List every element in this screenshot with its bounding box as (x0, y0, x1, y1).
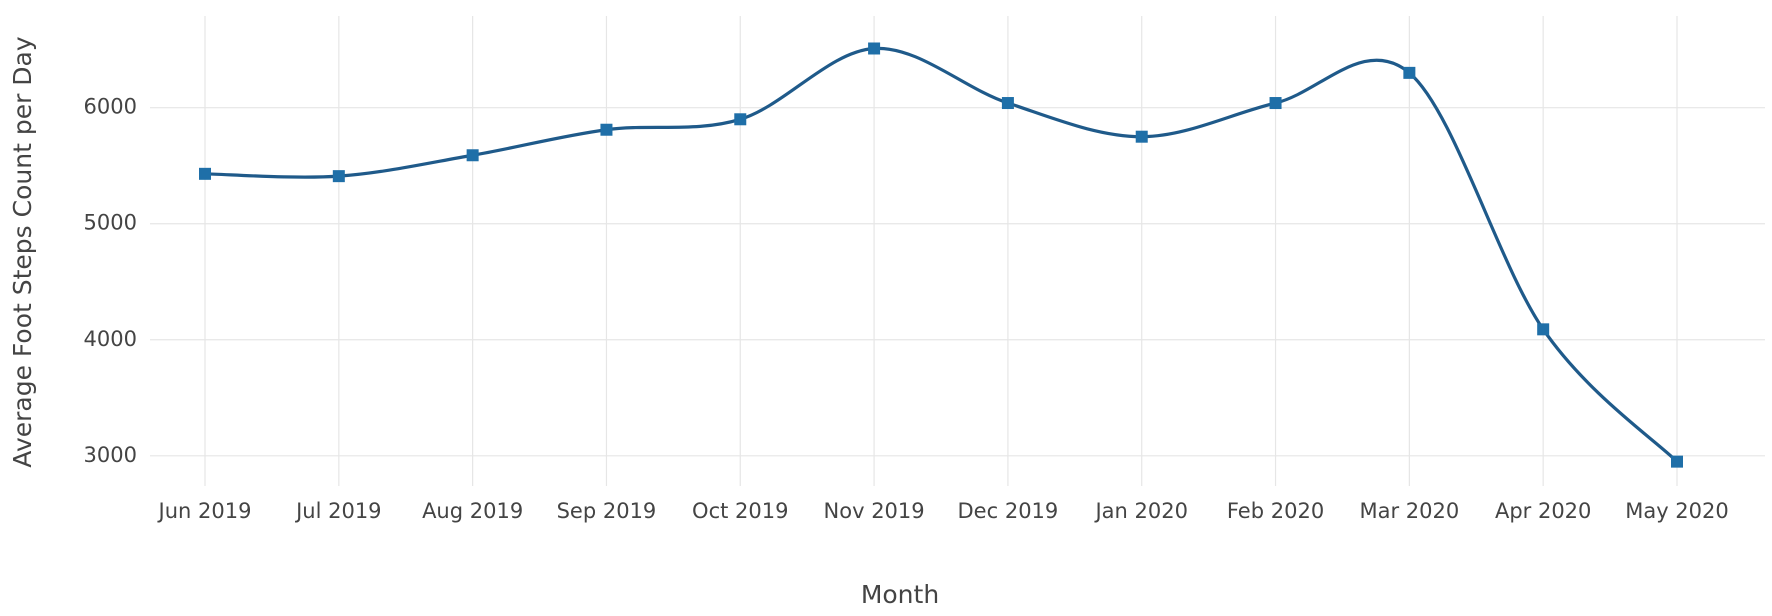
x-tick-label: Mar 2020 (1359, 499, 1459, 523)
x-tick-label: Sep 2019 (557, 499, 657, 523)
x-tick-label: May 2020 (1625, 499, 1729, 523)
marker (1537, 323, 1550, 336)
marker (868, 42, 881, 55)
marker (199, 167, 211, 180)
marker (600, 123, 613, 136)
y-tick-label: 3000 (84, 443, 137, 467)
line (204, 46, 1679, 463)
x-axis-title: Month (861, 580, 939, 609)
marker (1269, 97, 1282, 110)
x-tick-label: Dec 2019 (958, 499, 1059, 523)
x-tick-label: Jun 2019 (157, 499, 252, 523)
x-tick-label: Aug 2019 (422, 499, 523, 523)
x-tick-label: Oct 2019 (692, 499, 788, 523)
x-tick-label: Feb 2020 (1227, 499, 1324, 523)
marker (1001, 97, 1014, 110)
marker (1403, 66, 1416, 79)
x-tick-label: Jul 2019 (294, 499, 381, 523)
marker (466, 149, 479, 162)
y-tick-label: 5000 (84, 211, 137, 235)
y-tick-label: 6000 (84, 95, 137, 119)
marker (1135, 130, 1148, 143)
x-tick-label: Apr 2020 (1495, 499, 1591, 523)
y-axis-title: Average Foot Steps Count per Day (8, 36, 37, 468)
y-tick-label: 4000 (84, 327, 137, 351)
marker (734, 113, 747, 126)
marker (332, 170, 345, 183)
marker (1671, 455, 1683, 468)
x-tick-label: Nov 2019 (824, 499, 925, 523)
x-tick-label: Jan 2020 (1093, 499, 1188, 523)
